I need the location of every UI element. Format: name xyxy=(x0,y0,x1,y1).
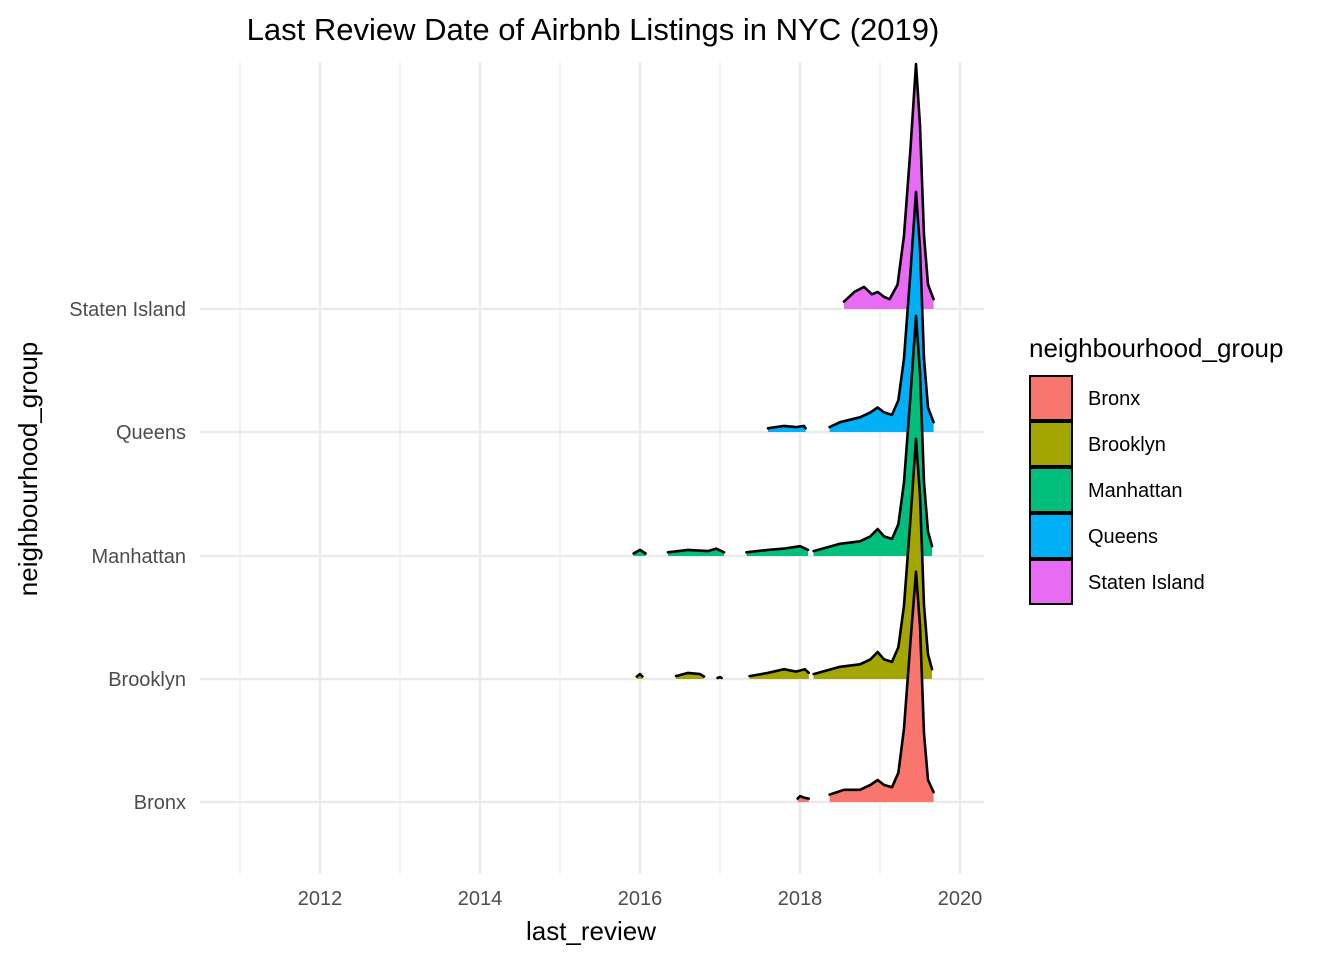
y-tick-label: Bronx xyxy=(134,792,186,814)
ridge-bronx xyxy=(796,570,935,802)
x-axis-title: last_review xyxy=(526,916,656,946)
legend-title: neighbourhood_group xyxy=(1029,333,1283,363)
ridge-outline xyxy=(812,437,934,676)
legend-label: Brooklyn xyxy=(1088,434,1166,456)
x-axis-ticks: 2012 2014 2016 2018 2020 xyxy=(298,888,983,910)
ridge-area xyxy=(668,548,724,556)
y-tick-label: Brooklyn xyxy=(108,669,186,691)
ridge-outline xyxy=(842,62,935,303)
legend-key xyxy=(1029,467,1073,513)
y-axis-ticks: Bronx Brooklyn Manhattan Queens Staten Islan… xyxy=(69,299,186,814)
ridge-outline xyxy=(828,570,935,796)
ridge-manhattan xyxy=(632,314,934,556)
ridge-area xyxy=(829,191,934,432)
y-axis-title: neighbourhood_group xyxy=(13,342,43,596)
x-tick-label: 2014 xyxy=(458,888,503,910)
ridge-outline xyxy=(796,794,811,800)
chart-title: Last Review Date of Airbnb Listings in N… xyxy=(247,12,940,47)
ridge-outline xyxy=(812,314,934,553)
grid-layer xyxy=(200,62,984,874)
ridge-queens xyxy=(766,190,935,432)
ridge-outline xyxy=(745,544,810,554)
legend-key xyxy=(1029,421,1073,467)
ridge-outline xyxy=(674,671,706,678)
ridge-area xyxy=(633,549,646,556)
ridge-outline xyxy=(666,547,726,554)
ridge-outline xyxy=(635,672,644,678)
ridge-layer xyxy=(632,62,935,802)
ridge-outline xyxy=(716,675,723,680)
legend-items: Bronx Brooklyn Manhattan Queens Staten Islan… xyxy=(1029,375,1205,605)
y-tick-label: Staten Island xyxy=(69,299,186,321)
ridge-outline xyxy=(632,548,647,555)
ridge-outline xyxy=(748,667,811,678)
legend-label: Queens xyxy=(1088,526,1158,548)
x-tick-label: 2012 xyxy=(298,888,343,910)
x-tick-label: 2018 xyxy=(778,888,823,910)
legend-key xyxy=(1029,559,1073,605)
legend-label: Bronx xyxy=(1088,388,1140,410)
legend-label: Staten Island xyxy=(1088,572,1205,594)
y-tick-label: Queens xyxy=(116,422,186,444)
legend-key xyxy=(1029,375,1073,421)
ridge-brooklyn xyxy=(635,437,934,680)
y-tick-label: Manhattan xyxy=(91,546,186,568)
ridge-outline xyxy=(766,424,807,430)
ridge-area xyxy=(829,571,934,802)
legend: neighbourhood_group Bronx Brooklyn Manhatt… xyxy=(1029,333,1283,605)
legend-label: Manhattan xyxy=(1088,480,1183,502)
ridge-area xyxy=(746,546,808,556)
ridge-outline xyxy=(828,190,935,429)
x-tick-label: 2020 xyxy=(938,888,983,910)
x-tick-label: 2016 xyxy=(618,888,663,910)
legend-key xyxy=(1029,513,1073,559)
